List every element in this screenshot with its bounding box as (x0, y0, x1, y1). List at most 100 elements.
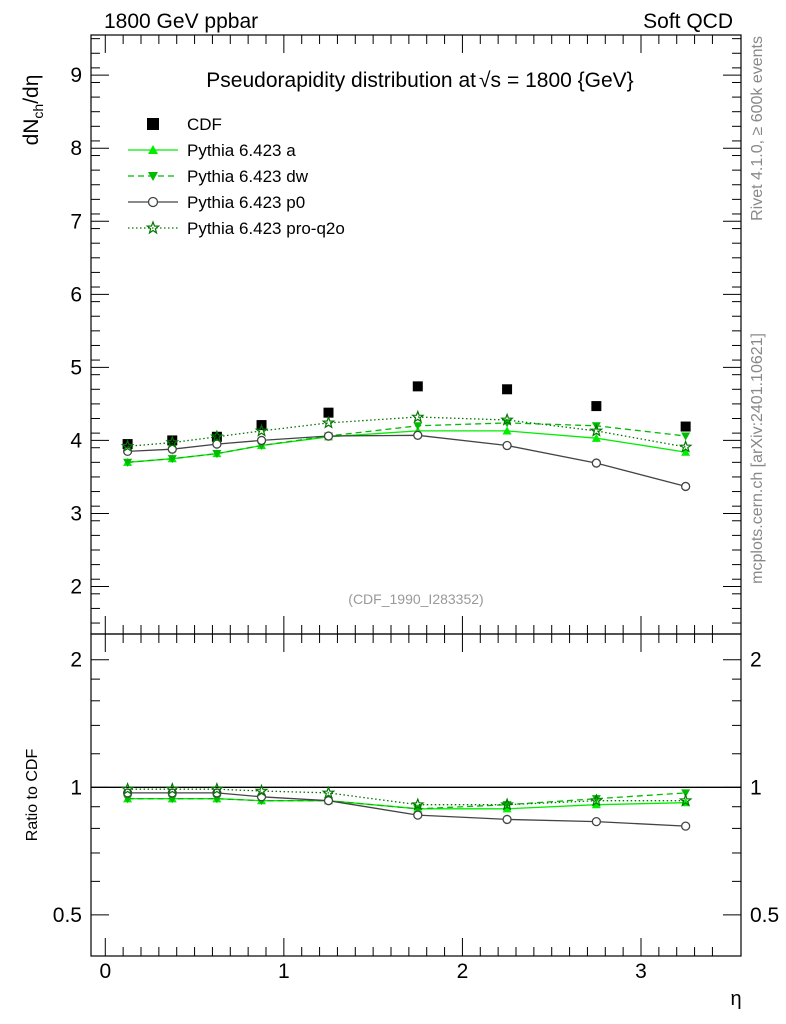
ratio-y-tick-label-right: 1 (750, 776, 762, 799)
ratio-point (591, 800, 601, 809)
legend: CDF Pythia 6.423 a Pythia 6.423 dw Pythia 6… (128, 115, 345, 238)
ratio-point (167, 795, 177, 804)
rivet-label: Rivet 4.1.0, ≥ 600k events (749, 36, 766, 221)
data-point (256, 435, 267, 446)
legend-marker (148, 172, 158, 181)
data-point (680, 421, 691, 432)
ratio-point (678, 793, 693, 807)
ratio-y-tick-label: 1 (70, 776, 82, 799)
ratio-marks (91, 781, 741, 831)
header-left-label: 1800 GeV ppbar (104, 10, 258, 33)
data-point (323, 407, 334, 418)
x-tick-label: 0 (99, 960, 111, 983)
data-point (122, 439, 133, 450)
x-tick-label: 3 (635, 960, 647, 983)
main-axis-ticks: 2 3 4 5 6 7 8 9 (70, 35, 741, 634)
svg-text:dNch/dη: dNch/dη (20, 75, 46, 146)
x-tick-label: 1 (278, 960, 290, 983)
data-point (502, 440, 512, 451)
data-point (678, 439, 693, 453)
ratio-point (212, 795, 222, 804)
ratio-point (210, 782, 224, 795)
ratio-xlabel: η (730, 988, 741, 1010)
data-point (410, 409, 425, 423)
main-marks (120, 381, 693, 492)
y-tick-label: 8 (70, 137, 82, 160)
ratio-point (165, 781, 180, 796)
y-tick-label: 3 (70, 502, 82, 525)
analysis-annotation: (CDF_1990_I283352) (348, 591, 483, 607)
legend-label: Pythia 6.423 p0 (187, 193, 305, 212)
ratio-point (120, 782, 135, 795)
y-tick-label: 4 (70, 429, 82, 452)
data-point (502, 426, 512, 435)
chart-title: Pseudorapidity distribution at √s = 1800 {… (206, 69, 633, 92)
ratio-point (413, 810, 423, 820)
y-tick-label: 6 (70, 283, 82, 306)
ratio-point (589, 793, 604, 807)
data-point (680, 481, 691, 492)
ratio-ylabel: Ratio to CDF (24, 749, 41, 842)
mcplots-label: mcplots.cern.ch [arXiv:2401.10621] (749, 333, 766, 584)
ratio-frame (90, 633, 742, 957)
legend-marker (145, 220, 161, 235)
y-tick-label: 9 (70, 64, 82, 87)
legend-label: Pythia 6.423 dw (187, 167, 309, 186)
main-panel: 2 3 4 5 6 7 8 9 Pseudorapidity distribution at √… (20, 34, 742, 635)
ratio-point (680, 821, 691, 831)
ratio-y-tick-label: 2 (70, 649, 82, 672)
data-point (413, 422, 423, 431)
ratio-y-tick-label-right: 0.5 (750, 904, 779, 927)
data-point (254, 423, 269, 437)
ratio-point (591, 795, 601, 804)
y-tick-label: 7 (70, 210, 82, 233)
series-line (127, 416, 686, 448)
data-point (167, 455, 177, 464)
main-ylabel: dNch/dη (20, 75, 46, 146)
legend-label: Pythia 6.423 a (187, 141, 296, 160)
ratio-y-tick-label-right: 2 (750, 649, 762, 672)
data-point (165, 435, 180, 449)
ratio-point (123, 795, 133, 804)
data-point (123, 458, 133, 467)
series-line (127, 434, 686, 488)
data-point (210, 429, 224, 443)
data-point (591, 458, 602, 468)
ratio-panel: 0.5 0.5 1 1 2 2 0 1 2 3 Ratio to CDF η (24, 633, 779, 1010)
ratio-point (591, 816, 602, 827)
data-point (212, 449, 222, 459)
data-point (413, 430, 423, 440)
data-point (681, 432, 691, 441)
ratio-point (410, 797, 425, 811)
legend-label: Pythia 6.423 pro-q2o (187, 219, 345, 238)
legend-marker (147, 196, 159, 208)
data-point (591, 433, 601, 442)
ratio-series-line (127, 788, 686, 806)
header-right-label: Soft QCD (643, 10, 733, 33)
y-tick-label: 2 (70, 576, 82, 599)
data-point (323, 431, 334, 441)
data-point (589, 423, 604, 437)
ratio-point (502, 814, 512, 825)
data-point (167, 435, 178, 446)
data-point (321, 415, 336, 429)
legend-marker (147, 118, 159, 130)
data-point (212, 439, 222, 449)
ratio-point (681, 789, 691, 798)
ratio-point (500, 797, 514, 811)
ratio-point (321, 785, 336, 799)
legend-label: CDF (187, 115, 222, 134)
x-tick-label: 2 (457, 960, 469, 983)
data-point (502, 384, 513, 395)
data-point (211, 431, 222, 442)
ratio-point (254, 783, 269, 797)
ratio-point (323, 796, 334, 806)
ratio-series-line (127, 798, 686, 810)
data-point (412, 381, 423, 392)
data-point (500, 412, 514, 426)
y-tick-label: 5 (70, 356, 82, 379)
data-point (120, 439, 135, 453)
ratio-series-line (127, 792, 686, 810)
data-point (591, 401, 602, 412)
